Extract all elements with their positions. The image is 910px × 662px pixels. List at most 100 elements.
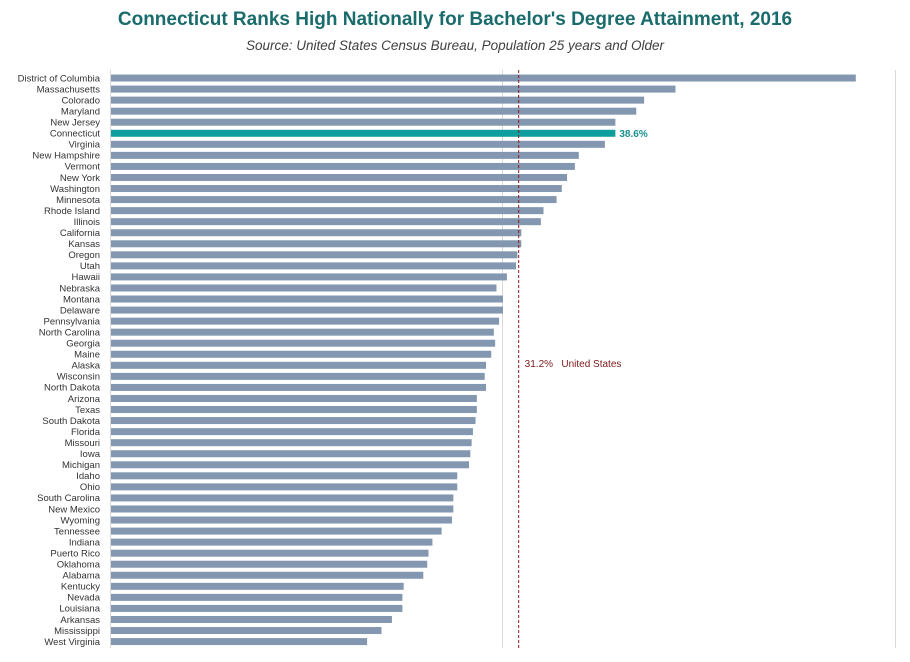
category-label: Indiana bbox=[69, 537, 101, 548]
bar-south-carolina bbox=[111, 494, 454, 502]
category-label: Montana bbox=[63, 294, 101, 305]
category-label: New Jersey bbox=[50, 118, 100, 129]
bar-nebraska bbox=[111, 284, 497, 292]
bar-oklahoma bbox=[111, 560, 428, 568]
bar-maine bbox=[111, 350, 492, 358]
category-label: Georgia bbox=[66, 339, 101, 350]
bar-california bbox=[111, 229, 522, 237]
category-label: Arkansas bbox=[60, 615, 100, 626]
bar-new-hampshire bbox=[111, 151, 579, 159]
bar-pennsylvania bbox=[111, 317, 500, 325]
bar-rhode-island bbox=[111, 207, 544, 215]
bar-texas bbox=[111, 406, 477, 414]
category-label: Connecticut bbox=[50, 129, 101, 140]
bar-mississippi bbox=[111, 627, 382, 635]
category-label: Puerto Rico bbox=[50, 548, 100, 559]
bar-maryland bbox=[111, 107, 637, 115]
bar-ohio bbox=[111, 483, 458, 491]
bar-district-of-columbia bbox=[111, 74, 856, 82]
bar-massachusetts bbox=[111, 85, 676, 93]
category-label: Alaska bbox=[71, 361, 100, 372]
category-label: Pennsylvania bbox=[43, 316, 100, 327]
category-label: New Hampshire bbox=[32, 151, 100, 162]
bar-hawaii bbox=[111, 273, 507, 281]
bar-vermont bbox=[111, 162, 575, 170]
category-label: Michigan bbox=[62, 460, 100, 471]
category-label: South Carolina bbox=[37, 493, 101, 504]
category-label: Massachusetts bbox=[37, 84, 101, 95]
bar-puerto-rico bbox=[111, 549, 429, 557]
category-label: Washington bbox=[50, 184, 100, 195]
category-label: Idaho bbox=[76, 471, 100, 482]
bar-utah bbox=[111, 262, 517, 270]
bar-kansas bbox=[111, 240, 522, 248]
bar-alabama bbox=[111, 571, 424, 579]
category-label: Florida bbox=[71, 427, 101, 438]
category-label: Tennessee bbox=[54, 526, 100, 537]
category-label: Delaware bbox=[60, 305, 100, 316]
category-label: Virginia bbox=[68, 140, 100, 151]
category-label: Kansas bbox=[68, 239, 100, 250]
bar-louisiana bbox=[111, 604, 403, 612]
category-label: Kentucky bbox=[61, 582, 100, 593]
bar-new-jersey bbox=[111, 118, 616, 126]
bar-new-york bbox=[111, 173, 568, 181]
bar-wisconsin bbox=[111, 372, 485, 380]
bar-iowa bbox=[111, 450, 471, 458]
category-label: Wyoming bbox=[60, 515, 100, 526]
bar-virginia bbox=[111, 140, 605, 148]
bar-washington bbox=[111, 185, 562, 193]
chart-subtitle: Source: United States Census Bureau, Pop… bbox=[246, 38, 664, 53]
bar-florida bbox=[111, 428, 473, 436]
bar-delaware bbox=[111, 306, 503, 314]
category-label: New Mexico bbox=[48, 504, 100, 515]
category-label: Texas bbox=[75, 405, 100, 416]
bar-south-dakota bbox=[111, 417, 476, 425]
category-label: Nevada bbox=[67, 593, 100, 604]
bar-north-carolina bbox=[111, 328, 494, 336]
us-average-label: 31.2% United States bbox=[525, 359, 622, 370]
bar-illinois bbox=[111, 218, 541, 226]
category-label: Colorado bbox=[61, 95, 100, 106]
bar-georgia bbox=[111, 339, 496, 347]
category-label: California bbox=[60, 228, 101, 239]
highlight-value-label: 38.6% bbox=[619, 129, 647, 140]
category-label: District of Columbia bbox=[18, 73, 101, 84]
category-label: Louisiana bbox=[59, 604, 100, 615]
category-label: Alabama bbox=[63, 571, 101, 582]
category-label: Minnesota bbox=[56, 195, 101, 206]
bar-colorado bbox=[111, 96, 645, 104]
bar-alaska bbox=[111, 361, 487, 369]
category-label: Maine bbox=[74, 350, 100, 361]
category-label: North Dakota bbox=[44, 383, 101, 394]
category-label: Iowa bbox=[80, 449, 101, 460]
bar-connecticut bbox=[111, 129, 616, 137]
category-label: Utah bbox=[80, 261, 100, 272]
category-label: Illinois bbox=[74, 217, 101, 228]
bar-minnesota bbox=[111, 196, 557, 204]
category-label: Wisconsin bbox=[57, 372, 100, 383]
bar-montana bbox=[111, 295, 503, 303]
bar-missouri bbox=[111, 439, 472, 447]
category-label: Vermont bbox=[65, 162, 101, 173]
bar-oregon bbox=[111, 251, 518, 259]
bar-idaho bbox=[111, 472, 458, 480]
category-label: Maryland bbox=[61, 106, 100, 117]
bar-arkansas bbox=[111, 615, 392, 623]
bar-arizona bbox=[111, 394, 477, 402]
bar-nevada bbox=[111, 593, 403, 601]
category-label: Arizona bbox=[68, 394, 101, 405]
category-label: Rhode Island bbox=[44, 206, 100, 217]
bar-tennessee bbox=[111, 527, 442, 535]
bar-kentucky bbox=[111, 582, 404, 590]
bar-north-dakota bbox=[111, 383, 487, 391]
category-label: Mississippi bbox=[54, 626, 100, 637]
category-label: New York bbox=[60, 173, 100, 184]
category-label: West Virginia bbox=[44, 637, 100, 648]
category-label: South Dakota bbox=[42, 416, 100, 427]
bar-indiana bbox=[111, 538, 433, 546]
bar-wyoming bbox=[111, 516, 453, 524]
category-label: Hawaii bbox=[71, 272, 100, 283]
category-label: Oklahoma bbox=[57, 560, 101, 571]
